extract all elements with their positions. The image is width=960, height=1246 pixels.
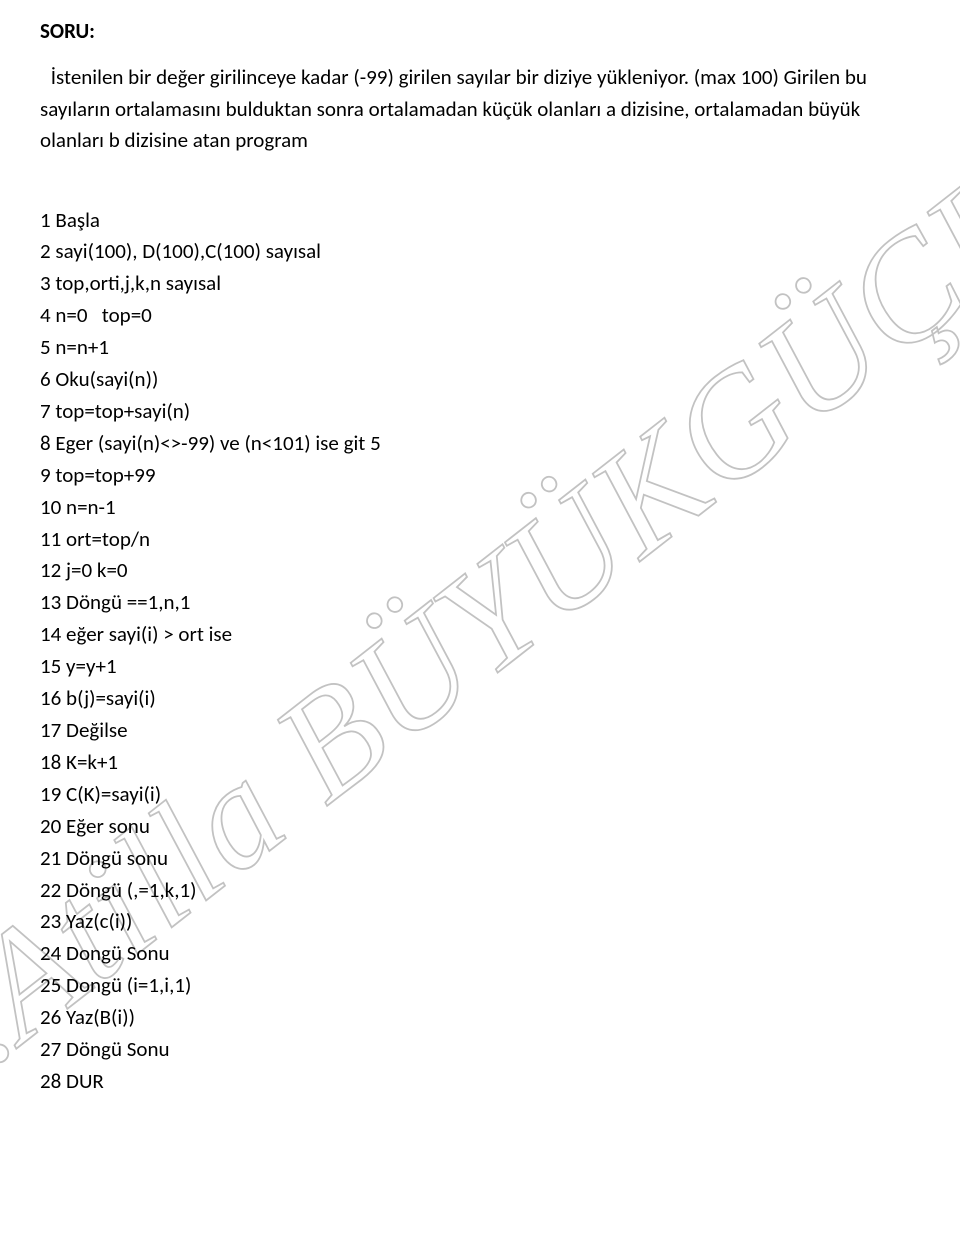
question-heading: SORU:: [40, 18, 920, 44]
code-line: 3 top,orti,j,k,n sayısal: [40, 268, 920, 300]
code-line: 14 eğer sayi(i) > ort ise: [40, 619, 920, 651]
code-line: 1 Başla: [40, 205, 920, 237]
question-paragraph-text: İstenilen bir değer girilinceye kadar (-…: [40, 64, 867, 153]
code-line: 10 n=n-1: [40, 492, 920, 524]
code-line: 21 Döngü sonu: [40, 843, 920, 875]
code-line: 25 Dongü (i=1,i,1): [40, 970, 920, 1002]
code-line: 8 Eger (sayi(n)<>-99) ve (n<101) ise git…: [40, 428, 920, 460]
code-line: 18 K=k+1: [40, 747, 920, 779]
code-line: 28 DUR: [40, 1066, 920, 1098]
document-page: M.Atilla BÜYÜKGÜÇLÜ SORU: İstenilen bir …: [0, 0, 960, 1246]
code-line: 4 n=0 top=0: [40, 300, 920, 332]
code-line: 13 Döngü ==1,n,1: [40, 587, 920, 619]
code-line: 2 sayi(100), D(100),C(100) sayısal: [40, 236, 920, 268]
question-paragraph: İstenilen bir değer girilinceye kadar (-…: [40, 62, 920, 157]
code-line: 5 n=n+1: [40, 332, 920, 364]
code-line: 16 b(j)=sayi(i): [40, 683, 920, 715]
code-line: 22 Döngü (,=1,k,1): [40, 875, 920, 907]
code-line: 23 Yaz(c(i)): [40, 906, 920, 938]
code-line: 12 j=0 k=0: [40, 555, 920, 587]
code-line: 9 top=top+99: [40, 460, 920, 492]
pseudocode-block: 1 Başla 2 sayi(100), D(100),C(100) sayıs…: [40, 205, 920, 1098]
code-line: 20 Eğer sonu: [40, 811, 920, 843]
code-line: 7 top=top+sayi(n): [40, 396, 920, 428]
code-line: 11 ort=top/n: [40, 524, 920, 556]
code-line: 24 Dongü Sonu: [40, 938, 920, 970]
code-line: 15 y=y+1: [40, 651, 920, 683]
code-line: 6 Oku(sayi(n)): [40, 364, 920, 396]
code-line: 19 C(K)=sayi(i): [40, 779, 920, 811]
code-line: 17 Değilse: [40, 715, 920, 747]
code-line: 27 Döngü Sonu: [40, 1034, 920, 1066]
code-line: 26 Yaz(B(i)): [40, 1002, 920, 1034]
